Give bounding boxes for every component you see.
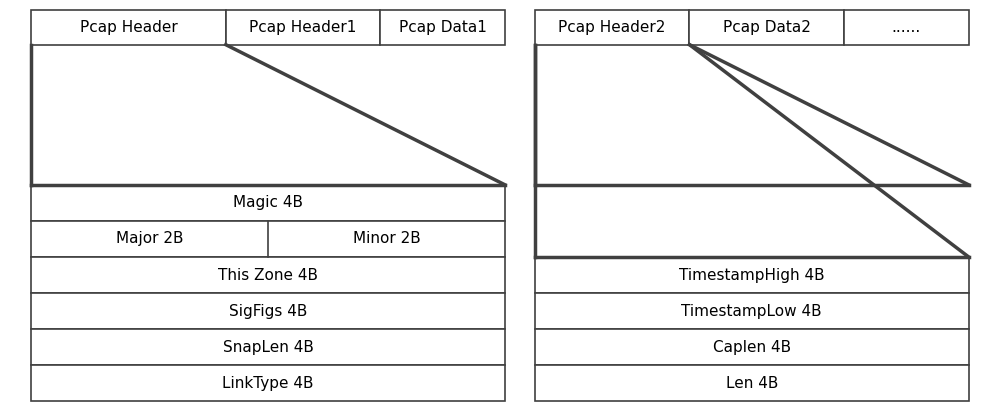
Text: Pcap Data1: Pcap Data1 bbox=[399, 20, 487, 35]
Bar bbox=[844, 10, 969, 45]
Text: Major 2B: Major 2B bbox=[116, 232, 183, 247]
Bar bbox=[535, 365, 969, 401]
Text: SnapLen 4B: SnapLen 4B bbox=[223, 339, 314, 355]
Bar bbox=[31, 185, 505, 221]
Text: ......: ...... bbox=[892, 20, 921, 35]
Bar bbox=[689, 10, 844, 45]
Text: Minor 2B: Minor 2B bbox=[353, 232, 420, 247]
Text: TimestampHigh 4B: TimestampHigh 4B bbox=[679, 268, 825, 283]
Text: Len 4B: Len 4B bbox=[726, 376, 778, 391]
Text: Magic 4B: Magic 4B bbox=[233, 195, 303, 210]
Bar bbox=[31, 10, 226, 45]
Text: Pcap Header2: Pcap Header2 bbox=[558, 20, 666, 35]
Bar bbox=[535, 257, 969, 293]
Text: SigFigs 4B: SigFigs 4B bbox=[229, 303, 307, 319]
Bar bbox=[535, 293, 969, 329]
Text: TimestampLow 4B: TimestampLow 4B bbox=[681, 303, 822, 319]
Bar bbox=[226, 10, 380, 45]
Text: Pcap Header1: Pcap Header1 bbox=[249, 20, 357, 35]
Bar bbox=[31, 365, 505, 401]
Bar bbox=[535, 329, 969, 365]
Bar bbox=[380, 10, 505, 45]
Bar bbox=[31, 221, 505, 257]
Bar bbox=[31, 293, 505, 329]
Bar bbox=[31, 329, 505, 365]
Text: Caplen 4B: Caplen 4B bbox=[713, 339, 791, 355]
Text: Pcap Data2: Pcap Data2 bbox=[723, 20, 811, 35]
Text: This Zone 4B: This Zone 4B bbox=[218, 268, 318, 283]
Bar bbox=[31, 257, 505, 293]
Text: Pcap Header: Pcap Header bbox=[80, 20, 177, 35]
Text: LinkType 4B: LinkType 4B bbox=[222, 376, 314, 391]
Bar bbox=[535, 10, 689, 45]
